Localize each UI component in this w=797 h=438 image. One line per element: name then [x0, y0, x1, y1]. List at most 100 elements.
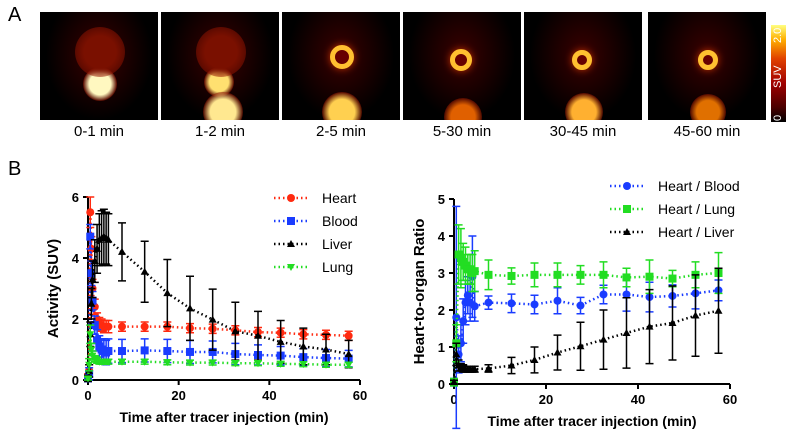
- series-liver: [84, 208, 353, 383]
- data-point: [668, 318, 677, 326]
- tracer-uptake: [565, 93, 603, 120]
- legend-entry: Lung: [322, 259, 353, 275]
- data-point: [576, 342, 585, 350]
- x-tick-label: 20: [171, 388, 185, 403]
- data-point: [530, 270, 539, 279]
- data-point: [484, 298, 493, 307]
- x-tick-label: 0: [450, 392, 457, 407]
- data-point: [645, 322, 654, 330]
- data-point: [507, 271, 516, 280]
- pet-frame: [648, 12, 766, 120]
- data-point: [118, 347, 126, 356]
- x-tick-label: 0: [84, 388, 91, 403]
- data-point: [87, 299, 96, 307]
- data-point: [254, 331, 262, 339]
- y-tick-label: 5: [438, 192, 445, 207]
- tracer-uptake: [203, 92, 243, 120]
- data-point: [299, 361, 308, 369]
- data-point: [276, 337, 285, 345]
- frame-caption: 45-60 min: [673, 123, 741, 140]
- legend-entry: Heart: [322, 190, 356, 206]
- y-tick-label: 2: [72, 312, 79, 327]
- data-point: [118, 247, 126, 255]
- data-point: [186, 359, 194, 367]
- data-point: [186, 347, 194, 356]
- data-point: [599, 290, 608, 299]
- x-tick-label: 40: [631, 392, 645, 407]
- data-point: [530, 355, 539, 363]
- legend-entry: Heart / Lung: [658, 201, 735, 217]
- legend-entry: Blood: [322, 213, 358, 229]
- data-point: [470, 302, 479, 311]
- data-point: [507, 299, 516, 308]
- panel-a-label: A: [8, 4, 22, 26]
- y-tick-label: 3: [438, 266, 445, 281]
- data-point: [714, 306, 723, 314]
- data-point: [287, 240, 295, 247]
- data-point: [208, 359, 217, 367]
- data-point: [86, 208, 95, 217]
- data-point: [163, 359, 172, 367]
- tracer-uptake: [444, 98, 482, 120]
- data-point: [344, 361, 353, 369]
- data-point: [322, 345, 330, 353]
- pet-frame: [282, 12, 400, 120]
- x-axis-label: Time after tracer injection (min): [487, 413, 696, 429]
- data-point: [104, 347, 113, 356]
- data-point: [668, 274, 677, 283]
- series-heart-liver: [450, 267, 723, 386]
- data-point: [186, 304, 194, 312]
- frame-caption: 2-5 min: [315, 123, 367, 140]
- data-point: [622, 290, 631, 299]
- data-point: [118, 358, 126, 366]
- data-point: [553, 296, 562, 305]
- data-point: [118, 322, 126, 331]
- x-tick-label: 20: [539, 392, 553, 407]
- data-point: [623, 182, 631, 190]
- data-point: [470, 365, 479, 373]
- data-point: [507, 361, 516, 369]
- data-point: [322, 361, 330, 369]
- data-point: [287, 217, 295, 225]
- data-point: [484, 270, 493, 279]
- pet-frame: [403, 12, 521, 120]
- series-line: [86, 334, 349, 379]
- data-point: [93, 336, 102, 345]
- series-lung: [84, 324, 353, 383]
- chart-ratio: 0 20 40 60 0 1 2 3 4 5 Time after tracer injection…: [411, 178, 740, 430]
- data-point: [599, 270, 608, 279]
- data-point: [452, 350, 461, 358]
- data-point: [623, 228, 631, 235]
- y-tick-label: 2: [438, 303, 445, 318]
- data-point: [85, 361, 94, 369]
- data-point: [553, 270, 562, 279]
- data-point: [623, 205, 631, 213]
- data-point: [576, 270, 585, 279]
- data-point: [344, 331, 353, 340]
- data-point: [90, 321, 99, 330]
- frame-caption: 0-1 min: [73, 123, 125, 140]
- y-tick-label: 0: [72, 373, 79, 388]
- tracer-uptake: [572, 50, 592, 70]
- data-point: [231, 327, 240, 335]
- data-point: [86, 331, 95, 339]
- data-point: [104, 235, 113, 243]
- data-point: [576, 301, 585, 310]
- data-point: [287, 194, 295, 202]
- data-point: [622, 273, 631, 282]
- data-point: [276, 360, 285, 368]
- data-point: [104, 358, 113, 366]
- data-point: [208, 315, 217, 323]
- data-point: [163, 347, 172, 356]
- data-point: [450, 378, 458, 386]
- x-tick-label: 60: [353, 388, 367, 403]
- data-point: [87, 269, 96, 278]
- legend-entry: Heart / Blood: [658, 178, 740, 194]
- frame-caption: 1-2 min: [194, 123, 246, 140]
- data-point: [553, 348, 562, 356]
- data-point: [452, 313, 461, 322]
- chart-activity: 0 20 40 60 0 2 4 6 Time after tracer injection (…: [45, 190, 367, 425]
- x-tick-label: 60: [723, 392, 737, 407]
- series-line: [452, 250, 719, 383]
